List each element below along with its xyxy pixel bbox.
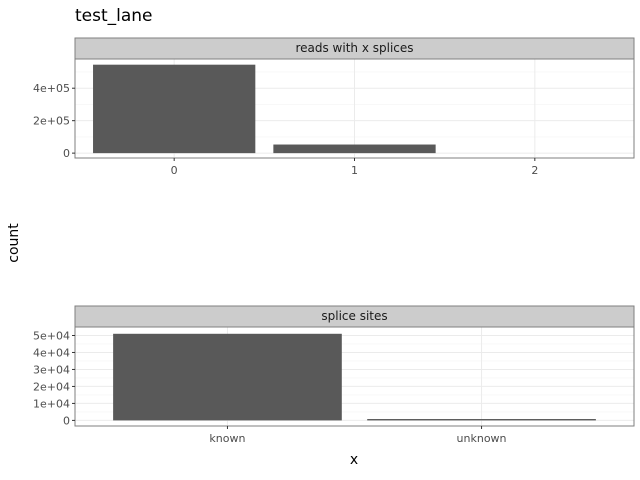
y-tick-label: 4e+04 (33, 346, 70, 359)
y-axis-ticks: 0 1e+04 2e+04 3e+04 4e+04 5e+04 (33, 329, 75, 427)
y-tick-label: 5e+04 (33, 329, 70, 342)
bar-unknown (367, 419, 596, 421)
y-tick-label: 4e+05 (33, 82, 70, 95)
panel-border (74, 326, 635, 427)
y-tick-label: 0 (63, 414, 70, 427)
x-axis-ticks: 0 1 2 (171, 158, 538, 177)
y-axis-ticks: 0 2e+05 4e+05 (33, 82, 75, 160)
bar-known (113, 333, 342, 421)
facet-panel-reads-with-x-splices: reads with x splices 0 2e+05 4e+05 0 1 2 (33, 37, 635, 177)
bar-0 (93, 64, 256, 154)
x-tick-label: 2 (531, 164, 538, 177)
x-tick-label: known (209, 432, 245, 445)
facet-panel-splice-sites: splice sites 01e+042e+043e+044e+045e+04 … (33, 305, 635, 445)
chart-title: test_lane (75, 6, 153, 26)
bars (93, 64, 436, 154)
y-axis-title: count (6, 223, 22, 263)
y-tick-label: 3e+04 (33, 363, 70, 376)
x-tick-label: 1 (351, 164, 358, 177)
facet-strip-label: reads with x splices (295, 41, 413, 55)
y-tick-label: 2e+05 (33, 115, 70, 128)
facet-strip-label: splice sites (321, 309, 387, 323)
x-tick-label: 0 (171, 164, 178, 177)
x-axis-ticks: known unknown (209, 426, 507, 445)
y-tick-label: 0 (63, 147, 70, 160)
bars (113, 333, 596, 421)
x-tick-label: unknown (457, 432, 507, 445)
bar-1 (273, 144, 436, 154)
y-tick-label: 1e+04 (33, 397, 70, 410)
y-tick-label: 2e+04 (33, 380, 70, 393)
x-axis-title: x (350, 452, 358, 468)
